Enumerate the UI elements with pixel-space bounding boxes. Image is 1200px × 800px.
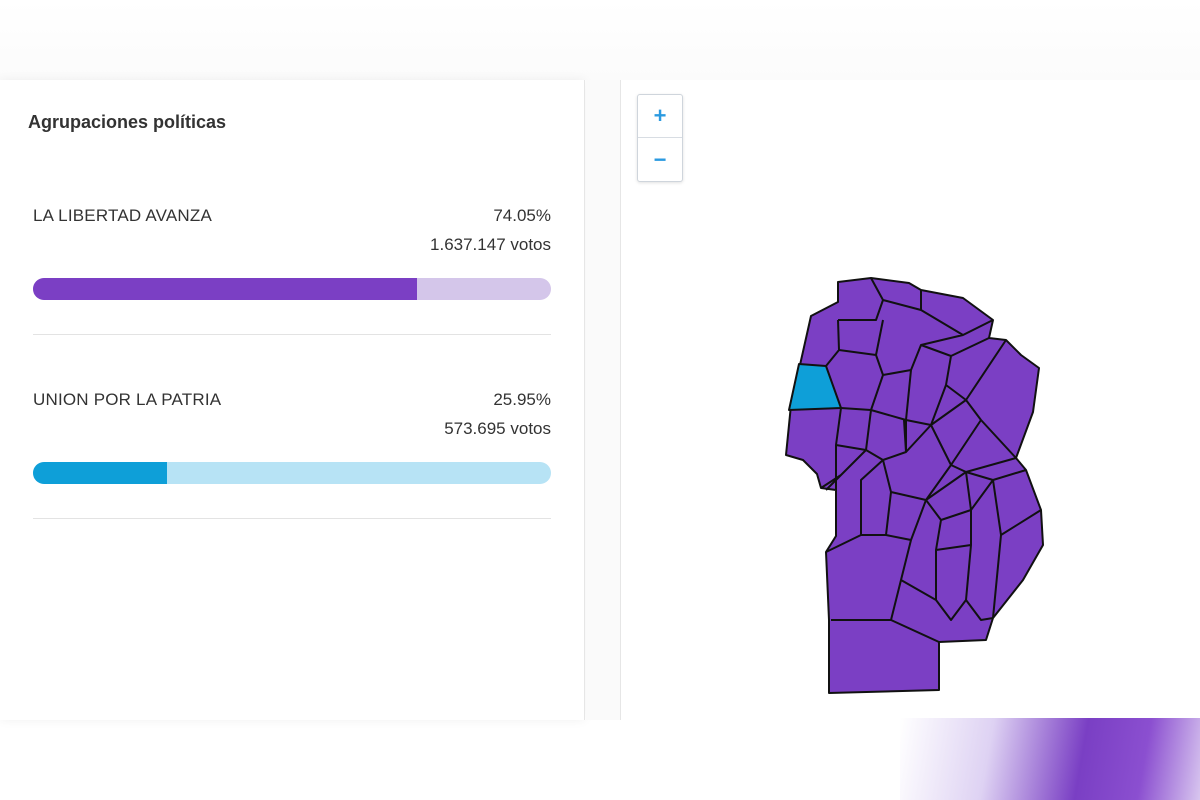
party-name: UNION POR LA PATRIA (33, 390, 222, 409)
vote-share-bar (33, 278, 551, 300)
vote-share-fill (33, 278, 417, 300)
party-percent: 74.05% (493, 206, 551, 225)
party-votes: 1.637.147 votos (430, 235, 551, 254)
vote-share-fill (33, 462, 168, 484)
department-border (820, 277, 1042, 643)
zoom-control: + − (637, 94, 683, 182)
party-name: LA LIBERTAD AVANZA (33, 206, 213, 225)
panel-divider (586, 80, 621, 720)
decorative-gradient (900, 718, 1200, 800)
province-map[interactable] (621, 80, 1200, 720)
party-row-uxp: UNION POR LA PATRIA 25.95% 573.695 votos (33, 384, 551, 519)
zoom-out-button[interactable]: − (653, 146, 667, 172)
party-votes: 573.695 votos (444, 419, 551, 438)
party-percent: 25.95% (493, 390, 551, 409)
results-title: Agrupaciones políticas (28, 112, 227, 132)
department-regions (785, 277, 1044, 694)
zoom-in-button[interactable]: + (638, 95, 682, 138)
top-background (0, 0, 1200, 80)
vote-share-bar (33, 462, 551, 484)
party-row-lla: LA LIBERTAD AVANZA 74.05% 1.637.147 voto… (33, 200, 551, 335)
map-panel[interactable]: + − (621, 80, 1200, 720)
results-panel: Agrupaciones políticas LA LIBERTAD AVANZ… (0, 80, 585, 720)
